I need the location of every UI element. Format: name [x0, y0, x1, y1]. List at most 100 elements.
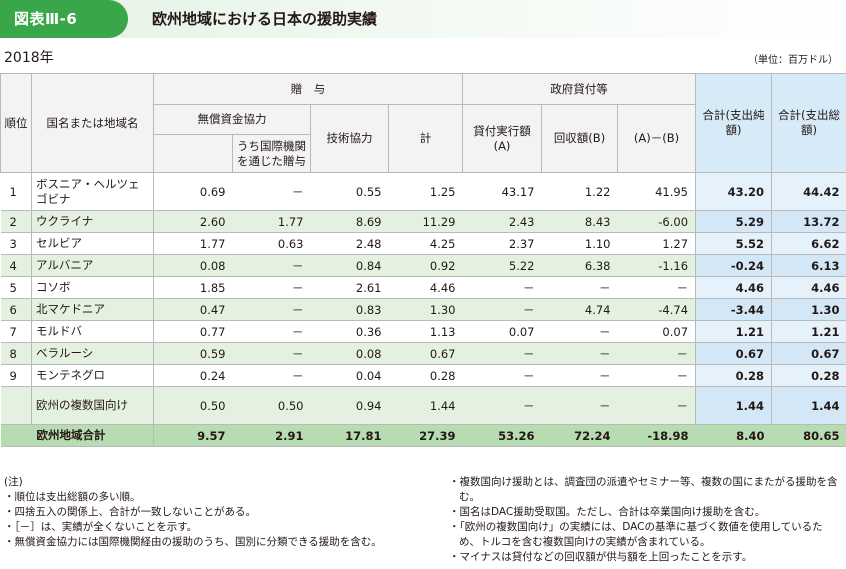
- cell-subtotal: 4.25: [388, 232, 463, 255]
- cell-tech-coop: 0.08: [310, 342, 389, 365]
- table-row: 9 モンテネグロ 0.24 － 0.04 0.28 －－－ 0.28 0.28: [0, 364, 846, 387]
- cell-via-intl: 0.50: [232, 386, 311, 425]
- note-item: ・複数国向け援助とは、調査団の派遣やセミナー等、複数の国にまたがる援助を含む。: [449, 476, 838, 503]
- col-loan-group-header: 政府貸付等: [461, 73, 697, 105]
- cell-name: ウクライナ: [31, 210, 154, 233]
- cell-gross-total: 6.13: [771, 254, 846, 277]
- cell-rank: 1: [0, 172, 32, 211]
- cell-gross-total: 0.28: [771, 364, 846, 387]
- cell-net-loan: －: [617, 364, 696, 387]
- cell-subtotal: 1.30: [388, 298, 463, 321]
- cell-name: 欧州の複数国向け: [31, 386, 154, 425]
- aid-table: 順位 国名または地域名 贈 与 政府貸付等 合計(支出純額) 合計(支出総額) …: [0, 73, 846, 447]
- table-row: 1 ボスニア・ヘルツェゴビナ 0.69 － 0.55 1.25 43.17 1.22 41.95…: [0, 172, 846, 211]
- cell-grant-aid: 0.08: [153, 254, 233, 277]
- table-row: 6 北マケドニア 0.47 － 0.83 1.30 － 4.74 -4.74 -3.44 1.30: [0, 298, 846, 321]
- cell-disbursed: －: [462, 386, 542, 425]
- cell-grant-aid: 0.47: [153, 298, 233, 321]
- unit-label: （単位：百万ドル）: [748, 55, 838, 66]
- cell-net-loan: －: [617, 276, 696, 299]
- col-grant-aid-header: 無償資金協力: [153, 104, 311, 135]
- figure-label: 図表Ⅲ-6: [0, 0, 128, 38]
- cell-disbursed: －: [462, 364, 542, 387]
- table-row: 3 セルビア 1.77 0.63 2.48 4.25 2.37 1.10 1.27 5.52 6.6…: [0, 232, 846, 255]
- notes-left: (注) ・順位は支出総額の多い順。 ・四捨五入の関係上、合計が一致しないことがあ…: [4, 475, 424, 550]
- cell-net-total: 5.29: [695, 210, 772, 233]
- col-subtotal-header: 計: [388, 104, 463, 173]
- cell-via-intl: －: [232, 254, 311, 277]
- cell-grant-aid: 0.59: [153, 342, 233, 365]
- cell-gross-total: 44.42: [771, 172, 846, 211]
- cell-net-total: 43.20: [695, 172, 772, 211]
- col-disbursed-header: 貸付実行額(A): [462, 104, 542, 173]
- note-item: ・無償資金協力には国際機関経由の援助のうち、国別に分類できる援助を含む。: [4, 536, 382, 548]
- cell-net-total: 1.44: [695, 386, 772, 425]
- cell-recovered: 8.43: [541, 210, 618, 233]
- cell-grant-aid: 2.60: [153, 210, 233, 233]
- cell-via-intl: －: [232, 364, 311, 387]
- col-grant-empty-header: [153, 134, 233, 173]
- cell-disbursed: 43.17: [462, 172, 542, 211]
- cell-name: アルバニア: [31, 254, 154, 277]
- table-header: 順位 国名または地域名 贈 与 政府貸付等 合計(支出純額) 合計(支出総額) …: [0, 73, 846, 173]
- cell-subtotal: 0.92: [388, 254, 463, 277]
- cell-recovered: 6.38: [541, 254, 618, 277]
- note-item: ・「欧州の複数国向け」の実績には、DACの基準に基づく数値を使用しているため、ト…: [449, 521, 823, 548]
- cell-rank: 7: [0, 320, 32, 343]
- cell-gross-total: 6.62: [771, 232, 846, 255]
- cell-tech-coop: 0.83: [310, 298, 389, 321]
- cell-grant-aid: 0.50: [153, 386, 233, 425]
- cell-name: ベラルーシ: [31, 342, 154, 365]
- cell-grant-aid: 0.69: [153, 172, 233, 211]
- table-total-row: 欧州地域合計 9.57 2.91 17.81 27.39 53.26 72.24 -18.98…: [0, 424, 846, 447]
- table-row: 8 ベラルーシ 0.59 － 0.08 0.67 －－－ 0.67 0.67: [0, 342, 846, 365]
- cell-name: モルドバ: [31, 320, 154, 343]
- cell-name: コソボ: [31, 276, 154, 299]
- cell-rank: 9: [0, 364, 32, 387]
- cell-tech-coop: 2.48: [310, 232, 389, 255]
- cell-disbursed: －: [462, 276, 542, 299]
- cell-recovered: －: [541, 276, 618, 299]
- cell-net-total: 4.46: [695, 276, 772, 299]
- cell-net-total: 1.21: [695, 320, 772, 343]
- cell-recovered: －: [541, 320, 618, 343]
- cell-subtotal: 0.28: [388, 364, 463, 387]
- cell-rank: 6: [0, 298, 32, 321]
- cell-via-intl: －: [232, 342, 311, 365]
- cell-net-loan: 0.07: [617, 320, 696, 343]
- cell-subtotal: 0.67: [388, 342, 463, 365]
- cell-total-net-total: 8.40: [695, 424, 772, 447]
- table-row: 5 コソボ 1.85 － 2.61 4.46 －－－ 4.46 4.46: [0, 276, 846, 299]
- col-gross-total-header: 合計(支出総額): [771, 73, 846, 173]
- cell-disbursed: 0.07: [462, 320, 542, 343]
- header-bar: [0, 0, 846, 38]
- col-net-loan-header: (A)－(B): [616, 104, 697, 173]
- table-body: 1 ボスニア・ヘルツェゴビナ 0.69 － 0.55 1.25 43.17 1.22 41.95…: [0, 172, 846, 447]
- cell-subtotal: 1.25: [388, 172, 463, 211]
- cell-tech-coop: 0.55: [310, 172, 389, 211]
- cell-total-gross-total: 80.65: [771, 424, 846, 447]
- cell-name: ボスニア・ヘルツェゴビナ: [31, 172, 154, 211]
- notes-right: ・複数国向け援助とは、調査団の派遣やセミナー等、複数の国にまたがる援助を含む。 …: [449, 475, 843, 565]
- cell-total-disbursed: 53.26: [462, 424, 542, 447]
- cell-name: セルビア: [31, 232, 154, 255]
- cell-net-loan: －: [617, 386, 696, 425]
- cell-total-net-loan: -18.98: [617, 424, 696, 447]
- cell-net-total: -0.24: [695, 254, 772, 277]
- cell-grant-aid: 1.85: [153, 276, 233, 299]
- cell-total-subtotal: 27.39: [388, 424, 463, 447]
- cell-grant-aid: 0.77: [153, 320, 233, 343]
- note-item: ・マイナスは貸付などの回収額が供与額を上回ったことを示す。: [449, 551, 753, 563]
- cell-disbursed: 2.43: [462, 210, 542, 233]
- cell-gross-total: 4.46: [771, 276, 846, 299]
- col-grant-group-header: 贈 与: [153, 73, 463, 105]
- cell-rank: 3: [0, 232, 32, 255]
- cell-gross-total: 0.67: [771, 342, 846, 365]
- table-row: 2 ウクライナ 2.60 1.77 8.69 11.29 2.43 8.43 -6.00 5.29…: [0, 210, 846, 233]
- cell-total-via-intl: 2.91: [232, 424, 311, 447]
- cell-gross-total: 1.21: [771, 320, 846, 343]
- cell-rank: 8: [0, 342, 32, 365]
- note-item: ・四捨五入の関係上、合計が一致しないことがある。: [4, 506, 256, 518]
- cell-via-intl: －: [232, 320, 311, 343]
- cell-subtotal: 11.29: [388, 210, 463, 233]
